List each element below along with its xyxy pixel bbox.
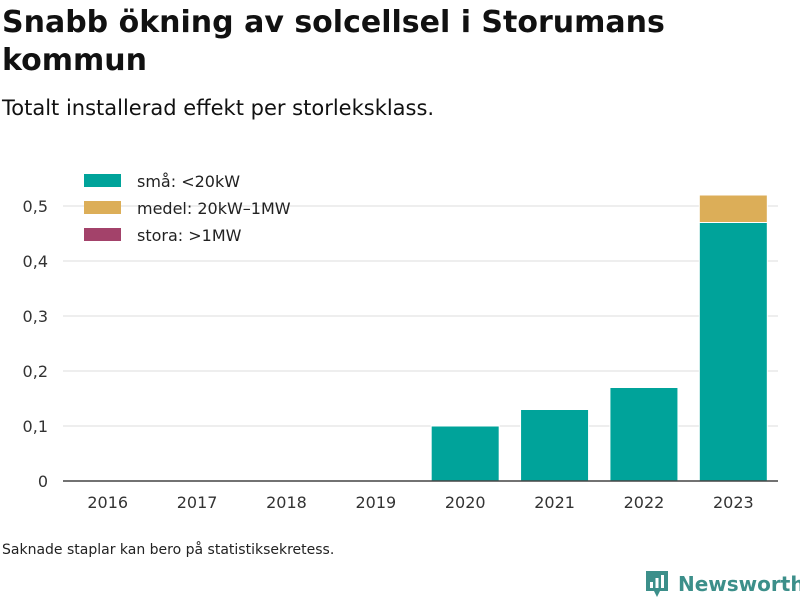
bar-2023-series-1: [698, 194, 768, 223]
x-tick-label: 2023: [713, 493, 754, 512]
legend-swatch-2: [84, 228, 121, 241]
x-tick-label: 2017: [177, 493, 218, 512]
chart-subtitle: Totalt installerad effekt per storlekskl…: [2, 96, 435, 120]
y-tick-label: 0,3: [23, 307, 48, 326]
x-tick-label: 2020: [445, 493, 486, 512]
bar-2021-series-0: [520, 409, 590, 482]
bar-2022-series-0: [609, 387, 679, 482]
bar-2020-series-0: [430, 425, 500, 482]
legend-swatch-0: [84, 174, 121, 187]
legend-swatch-1: [84, 201, 121, 214]
y-tick-label: 0,1: [23, 417, 48, 436]
x-tick-label: 2021: [534, 493, 575, 512]
legend-label-1: medel: 20kW–1MW: [137, 199, 291, 218]
bar-2023-series-0: [698, 222, 768, 482]
newsworthy-logo-icon: [646, 571, 668, 597]
brand-logo: Newsworthy: [644, 568, 800, 600]
y-tick-label: 0,4: [23, 252, 48, 271]
x-tick-label: 2019: [355, 493, 396, 512]
y-tick-label: 0,2: [23, 362, 48, 381]
x-tick-label: 2022: [624, 493, 665, 512]
legend-label-2: stora: >1MW: [137, 226, 242, 245]
x-tick-label: 2016: [87, 493, 128, 512]
legend-label-0: små: <20kW: [137, 172, 240, 191]
chart-title: Snabb ökning av solcellsel i Storumans k…: [2, 5, 665, 78]
bars: [430, 194, 768, 482]
legend: små: <20kW medel: 20kW–1MW stora: >1MW: [84, 172, 291, 245]
y-tick-label: 0: [38, 472, 48, 491]
y-tick-label: 0,5: [23, 197, 48, 216]
brand-name: Newsworthy: [678, 572, 800, 596]
y-axis-tick-labels: 0 0,1 0,2 0,3 0,4 0,5: [23, 197, 48, 491]
footnote: Saknade staplar kan bero på statistiksek…: [2, 542, 335, 558]
x-tick-label: 2018: [266, 493, 307, 512]
x-axis-tick-labels: 2016 2017 2018 2019 2020 2021 2022 2023: [87, 493, 753, 512]
